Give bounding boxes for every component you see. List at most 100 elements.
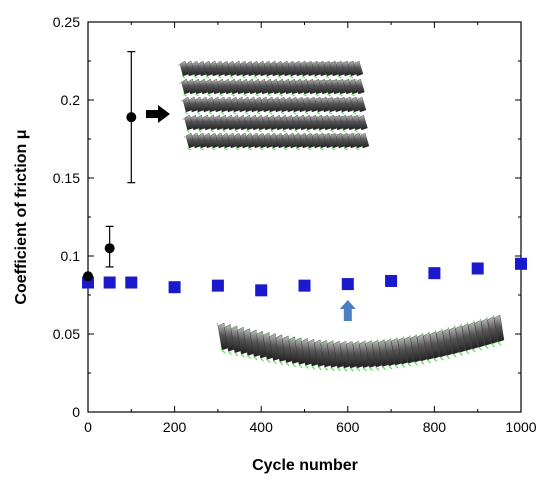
stack-h-atom: [184, 111, 189, 115]
curved-h-atom: [311, 365, 316, 370]
curved-h-atom-top: [248, 329, 251, 334]
curved-h-atom: [426, 359, 431, 364]
stack-h-atom: [279, 93, 283, 97]
data-point-circle: [83, 271, 93, 282]
stack-ribbon: [358, 114, 368, 131]
stack-h-atom: [294, 129, 298, 133]
curved-h-atom: [459, 351, 463, 356]
curved-h-atom-top: [402, 336, 405, 340]
stack-h-atom: [355, 147, 360, 151]
curved-h-atom-top: [325, 340, 328, 344]
x-tick-label: 200: [163, 419, 187, 435]
curved-h-atom: [420, 360, 425, 365]
curved-h-atom-top: [222, 324, 225, 328]
stack-h-atom: [282, 129, 286, 133]
data-point-circle: [104, 243, 115, 254]
stack-h-atom: [306, 129, 310, 133]
stack-h-atom: [271, 147, 276, 151]
stack-h-atom: [325, 75, 330, 79]
stack-ribbon: [356, 96, 367, 113]
x-tick-label: 600: [336, 419, 360, 435]
y-tick-label: 0.05: [53, 326, 80, 342]
curved-h-atom-top: [447, 326, 450, 331]
error-bars: [105, 51, 136, 268]
curved-ribbon: [480, 318, 492, 346]
curved-h-atom: [414, 361, 419, 366]
x-axis-title: Cycle number: [252, 457, 358, 474]
data-point-circle: [126, 112, 137, 123]
stack-h-atom: [292, 111, 297, 115]
stack-h-atom: [270, 129, 274, 133]
curved-h-atom-top: [344, 340, 347, 345]
curved-ribbon: [493, 314, 505, 343]
stack-h-atom: [342, 129, 346, 133]
stack-h-atom: [303, 93, 307, 97]
stack-h-atom: [328, 111, 333, 115]
stack-h-atom: [265, 75, 270, 79]
curved-h-atom: [407, 362, 412, 367]
stack-h-atom: [244, 111, 249, 115]
stack-h-atom: [315, 93, 319, 97]
curved-h-atom: [478, 346, 483, 351]
stack-edge: [179, 79, 358, 84]
stack-ribbon: [355, 78, 365, 95]
stack-edge: [183, 133, 363, 138]
stack-h-atom: [220, 111, 225, 115]
stack-h-atom: [259, 147, 264, 151]
stack-h-atom: [354, 129, 358, 133]
curved-h-atom: [260, 357, 264, 362]
stack-h-atom: [255, 93, 259, 97]
stack-h-atom: [343, 147, 348, 151]
x-tick-label: 1000: [505, 419, 536, 435]
curved-h-atom: [279, 361, 284, 366]
curved-h-atom-top: [280, 335, 283, 339]
curved-h-atom-top: [338, 340, 341, 345]
stack-h-atom: [267, 93, 271, 97]
curved-h-atom: [356, 367, 361, 372]
stack-h-atom: [351, 93, 355, 97]
stack-h-atom: [205, 75, 210, 79]
curved-h-atom: [227, 350, 232, 355]
curved-ribbon: [384, 338, 396, 367]
curved-h-atom-top: [274, 334, 277, 338]
x-tick-label: 800: [423, 419, 447, 435]
stack-h-atom: [231, 93, 235, 97]
curved-h-atom: [343, 367, 348, 372]
curved-h-atom-top: [434, 329, 437, 334]
curved-h-atom: [369, 367, 374, 372]
stack-h-atom: [295, 147, 300, 151]
stack-ribbon: [353, 60, 364, 77]
curved-h-atom-top: [261, 332, 264, 336]
data-point-square: [515, 257, 527, 270]
curved-h-atom: [439, 356, 444, 361]
stack-h-atom: [207, 93, 211, 97]
curved-h-atom-top: [396, 337, 399, 341]
stack-h-atom: [301, 75, 306, 79]
curved-h-atom-top: [370, 340, 373, 344]
stack-h-atom: [337, 75, 342, 79]
curved-h-atom-top: [492, 314, 495, 319]
curved-h-atom: [253, 356, 258, 361]
arrow-right-shaft: [146, 110, 158, 119]
curved-h-atom-top: [486, 316, 489, 320]
curved-ribbon: [487, 316, 498, 345]
curved-h-atom: [292, 363, 297, 368]
data-point-square: [471, 262, 484, 275]
stack-h-atom: [313, 75, 318, 79]
data-point-square: [168, 281, 181, 294]
stack-h-atom: [210, 129, 214, 133]
curved-h-atom-top: [466, 321, 469, 326]
stack-h-atom: [193, 75, 198, 79]
curved-ribbon: [416, 333, 428, 362]
arrow-right-icon: [146, 105, 170, 124]
curved-h-atom: [349, 367, 354, 372]
arrow-up-icon: [339, 300, 356, 321]
curved-h-atom-top: [460, 323, 463, 327]
curved-h-atom: [388, 365, 393, 370]
curved-h-atom-top: [235, 327, 238, 331]
stack-h-atom: [196, 111, 201, 115]
y-tick-label: 0.25: [53, 14, 80, 30]
curved-h-atom-top: [454, 325, 456, 329]
arrow-up-shaft: [343, 309, 352, 321]
